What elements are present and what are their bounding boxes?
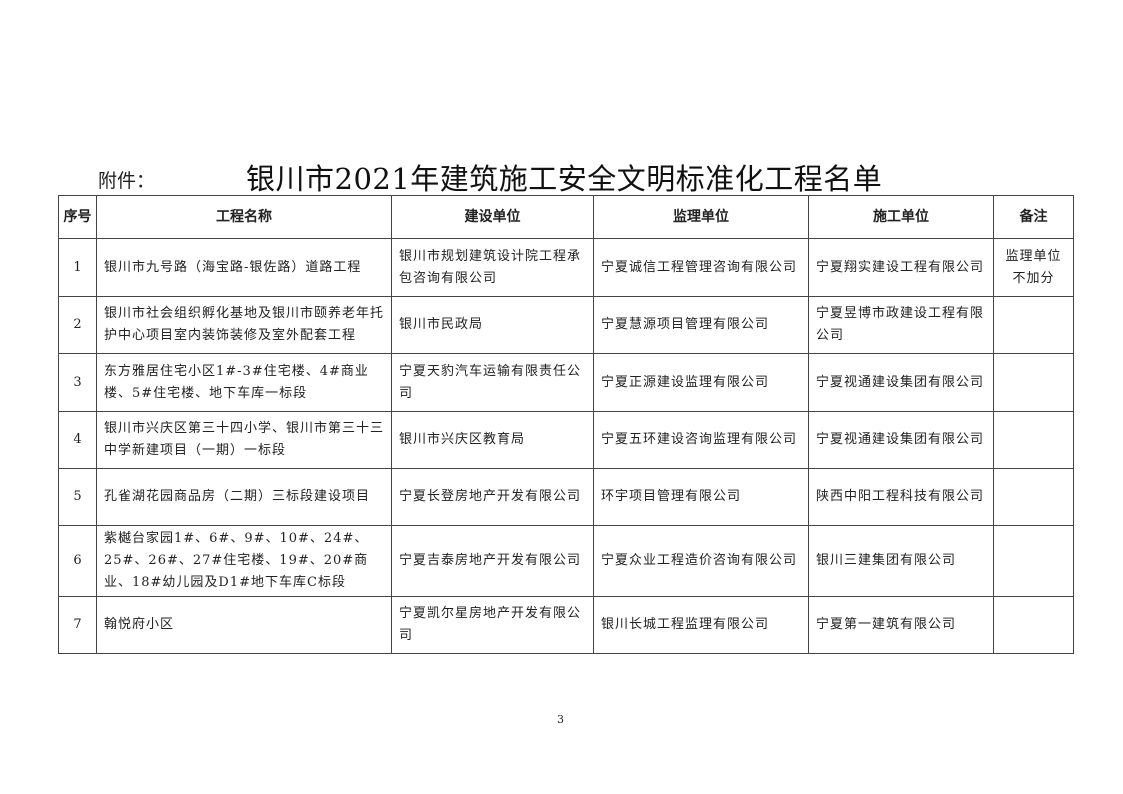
table-row: 4 银川市兴庆区第三十四小学、银川市第三十三中学新建项目（一期）一标段 银川市兴庆区…	[58, 411, 1074, 469]
attachment-label: 附件：	[98, 170, 156, 192]
table-row: 2 银川市社会组织孵化基地及银川市颐养老年托护中心项目室内装饰装修及室外配套工程银…	[58, 296, 1074, 354]
cell-project-name: 东方雅居住宅小区1#-3#住宅楼、4#商业楼、5#住宅楼、地下车库一标段	[96, 353, 392, 412]
cell-project-name: 银川市九号路（海宝路-银佐路）道路工程	[96, 238, 392, 297]
cell-notes	[993, 411, 1074, 469]
cell-seq: 5	[58, 468, 97, 526]
table-row: 3 东方雅居住宅小区1#-3#住宅楼、4#商业楼、5#住宅楼、地下车库一标段 宁夏天…	[58, 353, 1074, 412]
cell-contractor: 宁夏昱博市政建设工程有限公司	[808, 296, 994, 354]
cell-contractor: 宁夏视通建设集团有限公司	[808, 411, 994, 469]
cell-seq: 7	[58, 596, 97, 654]
cell-owner: 银川市兴庆区教育局	[391, 411, 594, 469]
cell-contractor: 陕西中阳工程科技有限公司	[808, 468, 994, 526]
cell-contractor: 银川三建集团有限公司	[808, 525, 994, 597]
page-title: 银川市2021年建筑施工安全文明标准化工程名单	[246, 162, 883, 196]
header-notes: 备注	[993, 195, 1074, 239]
table-row: 7 翰悦府小区 宁夏凯尔星房地产开发有限公司 银川长城工程监理有限公司 宁夏第一建筑有限…	[58, 596, 1074, 654]
header-project-name: 工程名称	[96, 195, 392, 239]
cell-seq: 1	[58, 238, 97, 297]
cell-supervisor: 银川长城工程监理有限公司	[593, 596, 809, 654]
cell-notes	[993, 596, 1074, 654]
header-supervisor: 监理单位	[593, 195, 809, 239]
header-contractor: 施工单位	[808, 195, 994, 239]
cell-contractor: 宁夏第一建筑有限公司	[808, 596, 994, 654]
cell-owner: 宁夏天豹汽车运输有限责任公司	[391, 353, 594, 412]
cell-owner: 银川市民政局	[391, 296, 594, 354]
cell-supervisor: 宁夏诚信工程管理咨询有限公司	[593, 238, 809, 297]
page-number: 3	[557, 713, 564, 726]
table-row: 5 孔雀湖花园商品房（二期）三标段建设项目 宁夏长登房地产开发有限公司 环宇项目管理有…	[58, 468, 1074, 526]
cell-project-name: 紫樾台家园1#、6#、9#、10#、24#、25#、26#、27#住宅楼、19#…	[96, 525, 392, 597]
cell-notes	[993, 353, 1074, 412]
cell-contractor: 宁夏翔实建设工程有限公司	[808, 238, 994, 297]
header-owner: 建设单位	[391, 195, 594, 239]
cell-project-name: 银川市兴庆区第三十四小学、银川市第三十三中学新建项目（一期）一标段	[96, 411, 392, 469]
cell-notes: 监理单位不加分	[993, 238, 1074, 297]
cell-supervisor: 环宇项目管理有限公司	[593, 468, 809, 526]
cell-project-name: 银川市社会组织孵化基地及银川市颐养老年托护中心项目室内装饰装修及室外配套工程	[96, 296, 392, 354]
cell-seq: 6	[58, 525, 97, 597]
cell-owner: 银川市规划建筑设计院工程承包咨询有限公司	[391, 238, 594, 297]
cell-seq: 2	[58, 296, 97, 354]
cell-notes	[993, 525, 1074, 597]
cell-owner: 宁夏长登房地产开发有限公司	[391, 468, 594, 526]
cell-supervisor: 宁夏慧源项目管理有限公司	[593, 296, 809, 354]
cell-notes	[993, 468, 1074, 526]
table-row: 1 银川市九号路（海宝路-银佐路）道路工程 银川市规划建筑设计院工程承包咨询有限公司…	[58, 238, 1074, 297]
project-table: 序号 工程名称 建设单位 监理单位 施工单位 备注 1 银川市九号路（海宝路-银佐…	[58, 195, 1074, 654]
cell-project-name: 翰悦府小区	[96, 596, 392, 654]
header-seq: 序号	[58, 195, 97, 239]
cell-supervisor: 宁夏众业工程造价咨询有限公司	[593, 525, 809, 597]
table-header-row: 序号 工程名称 建设单位 监理单位 施工单位 备注	[58, 195, 1074, 239]
cell-supervisor: 宁夏五环建设咨询监理有限公司	[593, 411, 809, 469]
cell-notes	[993, 296, 1074, 354]
cell-seq: 4	[58, 411, 97, 469]
cell-seq: 3	[58, 353, 97, 412]
table-row: 6 紫樾台家园1#、6#、9#、10#、24#、25#、26#、27#住宅楼、19…	[58, 525, 1074, 597]
cell-supervisor: 宁夏正源建设监理有限公司	[593, 353, 809, 412]
cell-owner: 宁夏凯尔星房地产开发有限公司	[391, 596, 594, 654]
cell-contractor: 宁夏视通建设集团有限公司	[808, 353, 994, 412]
cell-project-name: 孔雀湖花园商品房（二期）三标段建设项目	[96, 468, 392, 526]
cell-owner: 宁夏吉泰房地产开发有限公司	[391, 525, 594, 597]
